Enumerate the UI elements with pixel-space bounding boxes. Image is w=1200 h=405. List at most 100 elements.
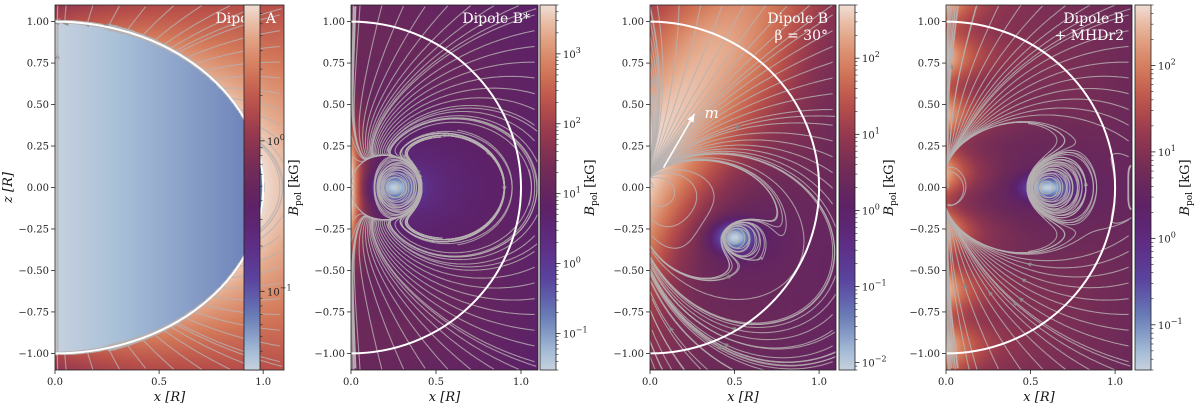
streamline <box>1096 361 1116 370</box>
x-tick-label: 1.0 <box>1107 377 1123 388</box>
streamline <box>657 361 663 370</box>
streamline <box>953 5 956 14</box>
x-tick-label: 0.0 <box>642 377 658 388</box>
streamline <box>650 13 680 168</box>
streamline <box>651 361 656 370</box>
streamline <box>650 13 664 166</box>
colorbar-tick-label: 101 <box>563 186 581 201</box>
colorbar-scale <box>1134 4 1152 371</box>
streamline <box>420 6 426 14</box>
streamline <box>399 5 405 14</box>
streamline <box>718 5 723 14</box>
streamline-arrow <box>1019 277 1027 283</box>
y-tick-label: 1.00 <box>622 17 644 28</box>
colorbar-tick-label: 10−2 <box>862 355 887 370</box>
colorbar-tick-label: 103 <box>563 46 581 61</box>
streamline <box>719 361 732 370</box>
streamline <box>279 156 284 163</box>
streamline <box>481 361 495 370</box>
streamline <box>947 6 955 79</box>
streamline <box>164 361 174 370</box>
y-tick-label: 0.50 <box>918 100 940 111</box>
streamline <box>650 12 781 172</box>
streamline <box>379 361 383 370</box>
moment-arrow <box>662 113 696 168</box>
streamline <box>139 361 147 369</box>
colorbar-tick-label: 102 <box>563 116 581 131</box>
x-axis-label: x [R] <box>727 390 759 405</box>
streamline <box>650 280 720 363</box>
stellar-surface <box>650 20 821 355</box>
streamline <box>678 361 686 370</box>
streamline <box>946 13 956 165</box>
streamline <box>947 330 951 370</box>
streamline <box>698 361 709 370</box>
streamline <box>650 272 833 370</box>
streamline <box>502 5 520 14</box>
streamline <box>650 235 836 326</box>
x-tick-label: 1.0 <box>513 377 529 388</box>
y-tick-label: 0.50 <box>323 100 345 111</box>
streamline <box>189 361 202 370</box>
streamline <box>1128 165 1132 173</box>
streamline-arrow <box>1011 300 1018 307</box>
streamline <box>650 122 833 175</box>
streamline <box>946 75 1129 166</box>
streamline-arrow <box>1025 262 1032 267</box>
streamline <box>650 270 801 364</box>
streamline <box>215 361 231 370</box>
streamline <box>1096 5 1116 14</box>
streamline <box>650 12 761 172</box>
streamline <box>89 5 94 14</box>
streamline <box>461 361 472 370</box>
streamline <box>650 36 653 47</box>
streamline <box>650 148 833 189</box>
y-tick-label: 0.00 <box>323 183 345 194</box>
streamline <box>1127 172 1132 211</box>
streamline <box>974 5 978 14</box>
stellar-surface <box>55 20 265 355</box>
streamline <box>994 361 999 370</box>
y-tick-label: 1.00 <box>323 17 345 28</box>
x-tick-label: 1.0 <box>811 377 827 388</box>
y-tick-label: −0.50 <box>314 266 345 277</box>
streamline <box>946 182 950 189</box>
streamline <box>650 12 822 172</box>
streamline <box>114 5 120 14</box>
streamline <box>650 341 659 362</box>
x-tick-label: 0.0 <box>343 377 359 388</box>
colorbar-tick-label: 102 <box>862 50 880 65</box>
moment-arrowhead <box>687 113 695 123</box>
streamline <box>215 5 231 14</box>
colorbar-2: 103 102 101 100 10−1 Bpol [kG] <box>539 4 600 371</box>
streamline <box>947 5 950 16</box>
colorbar-scale <box>838 4 856 371</box>
streamline <box>947 314 953 369</box>
streamline <box>651 266 836 350</box>
colorbar-scale <box>243 4 261 371</box>
x-axis-label: x [R] <box>1023 390 1055 405</box>
x-tick-label: 0.5 <box>151 377 167 388</box>
x-axis-label: x [R] <box>429 390 461 405</box>
streamline <box>946 12 1097 167</box>
colorbar-tick-label: 100 <box>267 133 285 148</box>
streamline <box>502 361 520 370</box>
streamline <box>651 298 702 370</box>
streamline <box>265 8 282 14</box>
streamline <box>351 235 354 242</box>
streamline <box>139 6 147 14</box>
streamline <box>999 120 1083 216</box>
streamline <box>947 345 950 370</box>
streamline <box>420 361 426 369</box>
streamline <box>947 219 970 370</box>
colorbar-tick-label: 10−1 <box>862 279 887 294</box>
streamline <box>399 361 405 370</box>
streamline <box>947 235 959 369</box>
streamline <box>650 14 833 173</box>
streamline <box>953 361 956 370</box>
streamline <box>650 66 653 79</box>
streamline <box>650 169 715 249</box>
streamline <box>947 6 958 110</box>
y-tick-label: 0.00 <box>622 183 644 194</box>
